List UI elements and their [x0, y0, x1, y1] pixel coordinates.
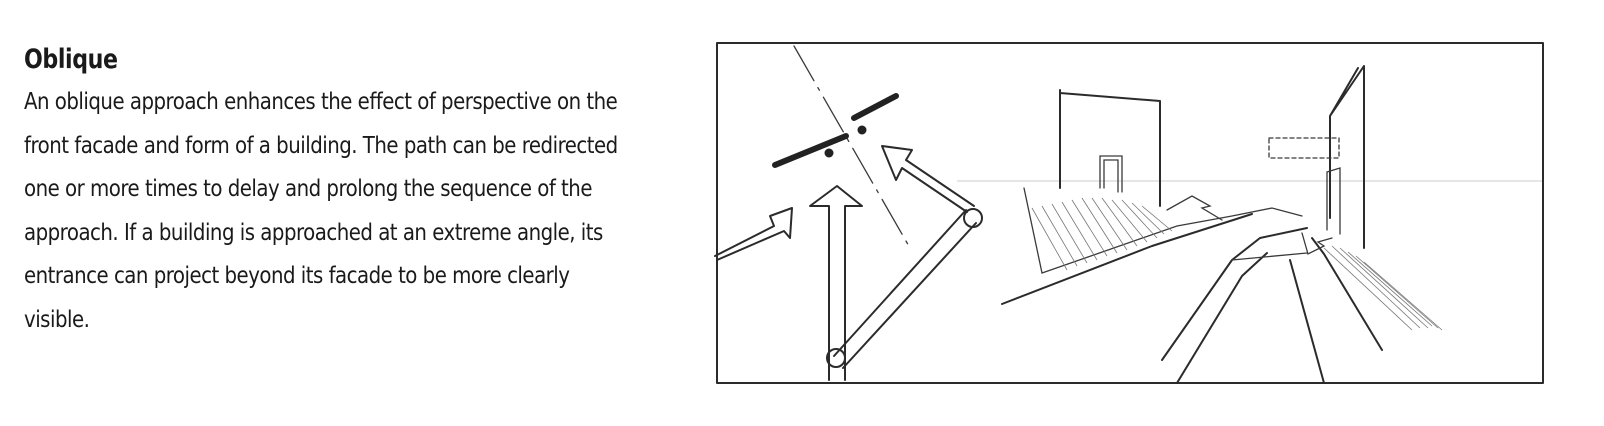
- body-line: front facade and form of a building. The…: [24, 132, 618, 159]
- hatching-right: [1323, 245, 1443, 331]
- building-facade-left: [1059, 89, 1161, 207]
- sketch-svg: [714, 42, 1544, 384]
- ground-edge-left: [1001, 213, 1253, 305]
- node-circle: [963, 208, 983, 228]
- ground-arrow: [1301, 232, 1333, 255]
- arrow-vertical: [809, 185, 863, 381]
- path-edge: [842, 222, 977, 369]
- node-circle: [826, 348, 846, 368]
- doorway-left: [1099, 155, 1123, 193]
- plan-diagram: [714, 45, 983, 381]
- hatching-left: [1031, 197, 1173, 271]
- road-line: [1311, 237, 1383, 351]
- column-dot: [857, 125, 867, 135]
- section-body: An oblique approach enhances the effect …: [24, 81, 660, 342]
- arrow-redirect: [881, 145, 975, 213]
- body-line: one or more times to delay and prolong t…: [24, 176, 592, 202]
- arrow-left: [714, 207, 793, 261]
- text-section: Oblique An oblique approach enhances the…: [24, 44, 664, 342]
- road-line: [1289, 259, 1325, 384]
- road-line: [1161, 227, 1308, 361]
- body-line: An oblique approach enhances the effect …: [24, 89, 618, 115]
- sketch-frame: [716, 42, 1544, 384]
- road-cross-line: [1231, 252, 1308, 261]
- body-line: visible.: [24, 306, 90, 333]
- wall-bar-right: [851, 93, 899, 121]
- body-line: approach. If a building is approached at…: [24, 219, 603, 246]
- ground-arrow: [1166, 195, 1223, 221]
- dashed-window: [1268, 137, 1340, 159]
- path-edge: [833, 209, 967, 357]
- doorway-right: [1326, 167, 1341, 235]
- building-facade-right: [1329, 65, 1365, 249]
- sketch-illustration: [712, 38, 1552, 390]
- section-title: Oblique: [24, 44, 118, 75]
- column-dot: [824, 148, 834, 158]
- ground-area: [1023, 187, 1303, 274]
- perspective-sketch: [957, 65, 1542, 384]
- road-line: [1176, 252, 1268, 384]
- wall-bar-left: [772, 133, 849, 168]
- body-line: entrance can project beyond its facade t…: [24, 263, 570, 289]
- axis-line: [793, 45, 911, 249]
